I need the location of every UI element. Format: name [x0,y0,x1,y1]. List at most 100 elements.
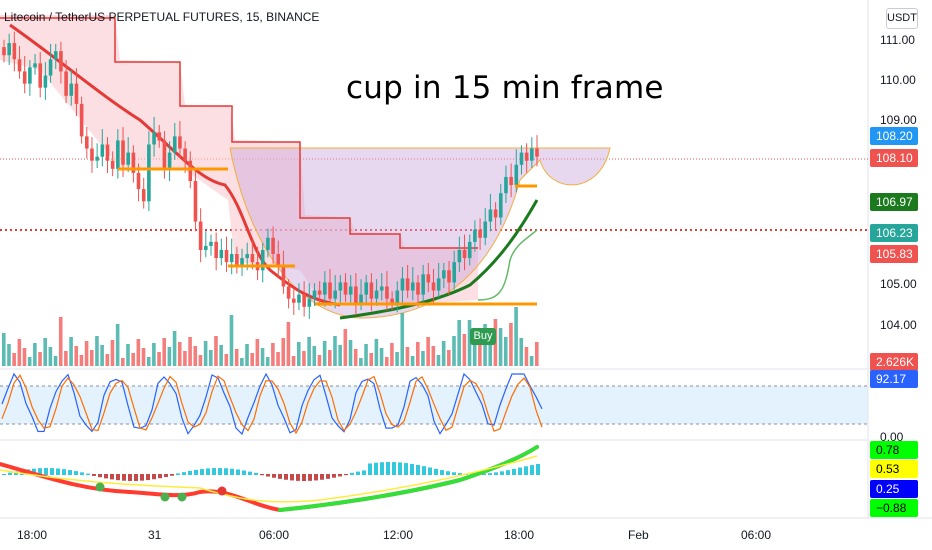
volume-bar [260,348,265,366]
osc-histogram-bar [404,463,408,475]
volume-bar [379,348,384,366]
candle-body [131,152,136,173]
osc-histogram-bar [98,474,102,478]
osc-histogram-bar [50,468,54,475]
candle-body [421,274,425,295]
volume-bar [136,339,141,366]
osc-histogram-bar [164,474,168,478]
osc-histogram-bar [326,474,330,479]
osc-histogram-bar [338,474,342,477]
candle-body [219,249,224,259]
chart-title[interactable]: Litecoin / TetherUS PERPETUAL FUTURES, 1… [4,10,320,24]
candle-body [84,136,89,149]
volume-bar [64,351,68,366]
osc-histogram-bar [80,472,84,475]
candle-body [514,164,519,186]
volume-bar [405,347,410,366]
volume-bar [17,339,22,366]
candle-body [400,278,405,291]
candle-body [442,270,446,279]
price-tag-green-ma: 106.97 [870,193,918,211]
osc-histogram-bar [200,469,204,475]
osc-histogram-bar [356,471,360,475]
volume-bar [400,313,405,366]
candle-body [452,262,457,283]
candle-body [312,290,317,299]
osc-histogram-bar [308,474,312,481]
osc-histogram-bar [500,471,504,475]
osc-histogram-bar [110,474,114,480]
candle-body [38,63,43,88]
osc-histogram-bar [260,474,264,476]
osc-histogram-bar [218,468,222,475]
volume-bar [255,339,260,366]
candle-body [141,189,146,202]
osc-histogram-bar [158,474,162,479]
osc-histogram-bar [170,474,174,476]
volume-bar [162,338,167,366]
candle-body [59,51,63,72]
volume-bar [281,338,286,366]
candle-body [364,282,369,295]
osc-histogram-bar [488,473,492,475]
osc-histogram-bar [320,474,324,480]
price-label-110: 110.00 [880,73,916,87]
volume-bar [333,336,337,366]
candle-body [379,286,384,291]
osc-histogram-bar [296,474,300,481]
currency-unit-button[interactable]: USDT [886,8,918,29]
volume-bar [234,349,239,366]
price-label-104: 104.00 [880,318,917,332]
candle-body [121,140,125,165]
osc-signal-dot [177,492,187,502]
volume-bar [436,355,441,366]
osc-histogram-bar [458,473,462,475]
candle-body [302,294,306,307]
candle-body [462,249,467,259]
volume-bar [43,338,47,366]
volume-bar [27,357,32,366]
osc-histogram-bar [116,474,120,481]
candle-body [323,282,327,295]
volume-bar [115,324,120,366]
price-tag-teal: 106.23 [870,224,918,242]
candle-body [297,294,301,303]
candle-body [374,290,379,299]
candle-body [457,249,462,263]
volume-bar [141,348,146,366]
volume-bar [110,340,115,366]
supertrend-upper-line [0,17,478,249]
volume-bar [152,343,156,366]
volume-bar [69,337,73,366]
volume-bar [89,350,94,366]
candle-body [354,286,358,303]
stoch-value-tag: 92.17 [870,370,918,388]
osc-histogram-bar [434,468,438,475]
osc-histogram-bar [494,472,498,475]
candle-body [395,290,400,303]
volume-bar [467,320,472,366]
volume-bar [447,350,451,366]
volume-bar [524,347,529,366]
candle-body [473,229,477,242]
volume-bar [452,336,456,366]
volume-bar [384,357,389,366]
candle-body [183,148,187,161]
osc-histogram-bar [254,472,258,475]
volume-bar [53,356,58,366]
osc-histogram-bar [44,468,48,475]
volume-bar [390,343,394,366]
candle-body [2,47,6,56]
osc-tag-yellow: 0.53 [870,460,918,478]
candle-body [136,172,141,190]
volume-bar [302,351,306,366]
candle-body [147,144,151,202]
volume-bar [483,324,487,366]
osc-histogram-bar [446,471,450,475]
candle-body [343,282,348,295]
osc-histogram-bar [56,468,60,475]
candle-body [188,160,193,181]
osc-histogram-bar [482,473,486,475]
candle-body [436,278,441,291]
